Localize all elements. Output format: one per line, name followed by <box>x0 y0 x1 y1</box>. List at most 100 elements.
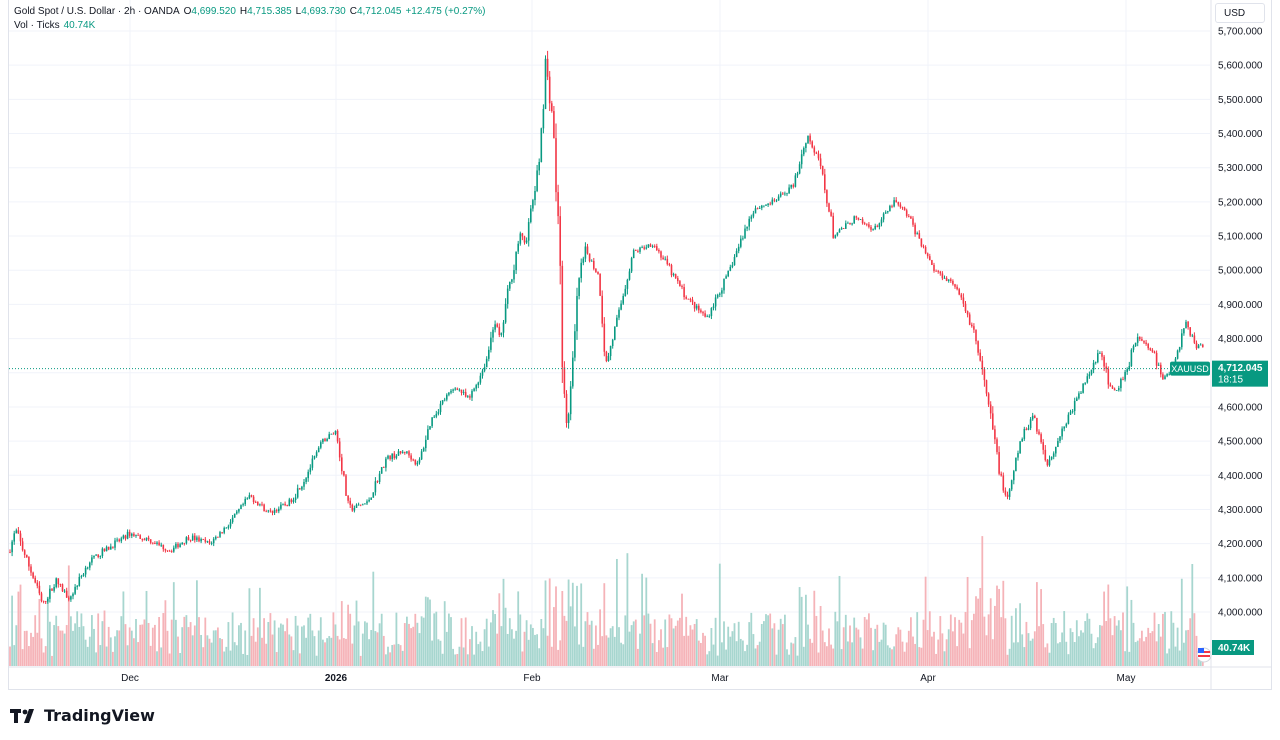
candle-body <box>1080 392 1082 394</box>
volume-bar <box>506 633 509 666</box>
volume-bar <box>952 631 954 666</box>
candle-body <box>939 271 942 274</box>
volume-bar <box>1090 633 1093 666</box>
candle-body <box>1202 344 1204 348</box>
volume-bar <box>966 576 969 666</box>
volume-bar <box>876 624 879 666</box>
candle-body <box>61 584 64 592</box>
candle-body <box>502 322 505 333</box>
candle-body <box>380 467 383 474</box>
candle-body <box>1057 441 1059 447</box>
volume-bar <box>1078 636 1080 666</box>
volume-bar <box>120 616 123 666</box>
volume-bar <box>672 628 675 666</box>
candle-body <box>368 499 370 502</box>
candle-body <box>374 481 377 493</box>
candle-body <box>708 316 711 317</box>
y-tick-label: 4,600.000 <box>1218 402 1263 413</box>
candle-body <box>219 532 221 537</box>
candle-body <box>338 441 341 458</box>
candle-body <box>198 537 200 542</box>
candle-body <box>620 303 622 310</box>
candle-body <box>303 481 305 487</box>
candle-body <box>542 108 545 129</box>
volume-bar <box>25 630 28 666</box>
candle-body <box>681 286 683 288</box>
candle-body <box>399 451 402 453</box>
volume-bar <box>882 622 885 666</box>
volume-label[interactable]: Vol · Ticks <box>14 20 60 31</box>
candle-body <box>983 369 986 381</box>
candle-body <box>532 200 534 209</box>
volume-bar <box>372 571 375 666</box>
volume-bar <box>347 604 349 666</box>
candle-body <box>1126 369 1128 372</box>
candle-body <box>370 497 372 500</box>
candle-body <box>1063 426 1065 429</box>
candle-body <box>572 357 574 387</box>
candle-body <box>181 542 183 545</box>
volume-bar <box>592 648 595 666</box>
candle-body <box>540 128 543 162</box>
candle-body <box>110 546 112 550</box>
candle-body <box>269 510 272 512</box>
volume-bar <box>664 619 667 666</box>
volume-bar <box>1168 648 1171 666</box>
candle-body <box>971 324 973 327</box>
volume-bar <box>567 579 570 666</box>
candle-body <box>1162 374 1164 380</box>
volume-bar <box>471 626 473 666</box>
tradingview-logo[interactable]: TradingView <box>10 706 155 725</box>
candle-body <box>593 260 595 269</box>
candle-body <box>979 352 981 361</box>
volume-bar <box>748 622 751 666</box>
candle-body <box>519 233 522 244</box>
candle-body <box>1155 352 1158 366</box>
volume-bar <box>439 640 442 666</box>
tradingview-logo-icon <box>10 708 34 723</box>
chart-frame[interactable] <box>8 0 1272 690</box>
volume-bar <box>830 644 832 666</box>
candle-body <box>599 273 601 296</box>
volume-bar <box>849 625 851 666</box>
candle-body <box>614 326 616 340</box>
volume-bar <box>947 629 950 666</box>
volume-bar <box>1061 632 1063 666</box>
volume-bar <box>668 614 671 666</box>
candle-body <box>786 193 788 195</box>
volume-bar <box>618 627 620 666</box>
volume-bar <box>1105 621 1108 666</box>
x-tick-label: 2026 <box>325 673 348 684</box>
volume-bar <box>317 630 320 666</box>
volume-bar <box>754 648 757 666</box>
volume-bar <box>1017 642 1019 666</box>
candle-body <box>152 542 154 544</box>
currency-button[interactable]: USD <box>1215 3 1265 23</box>
candle-body <box>1046 460 1049 466</box>
volume-bar <box>874 628 877 666</box>
volume-bar <box>261 637 263 666</box>
candle-body <box>221 532 223 533</box>
candle-body <box>196 537 198 541</box>
volume-bar <box>1008 648 1011 666</box>
candle-body <box>622 295 624 304</box>
candle-body <box>1048 459 1051 466</box>
volume-bar <box>345 638 347 666</box>
candle-body <box>637 250 639 252</box>
volume-bar <box>382 635 385 666</box>
volume-bar <box>385 654 387 666</box>
candle-body <box>233 513 236 518</box>
volume-bar <box>437 639 440 666</box>
candle-body <box>710 308 713 317</box>
candle-body <box>330 433 333 435</box>
candle-body <box>133 533 135 536</box>
candle-body <box>876 225 879 227</box>
candle-body <box>267 510 270 512</box>
candle-body <box>492 329 494 338</box>
symbol-title[interactable]: Gold Spot / U.S. Dollar · 2h · OANDA <box>14 6 180 17</box>
volume-bar <box>9 646 11 666</box>
candle-body <box>208 541 211 544</box>
candle-body <box>227 526 230 528</box>
candle-body <box>395 455 398 459</box>
